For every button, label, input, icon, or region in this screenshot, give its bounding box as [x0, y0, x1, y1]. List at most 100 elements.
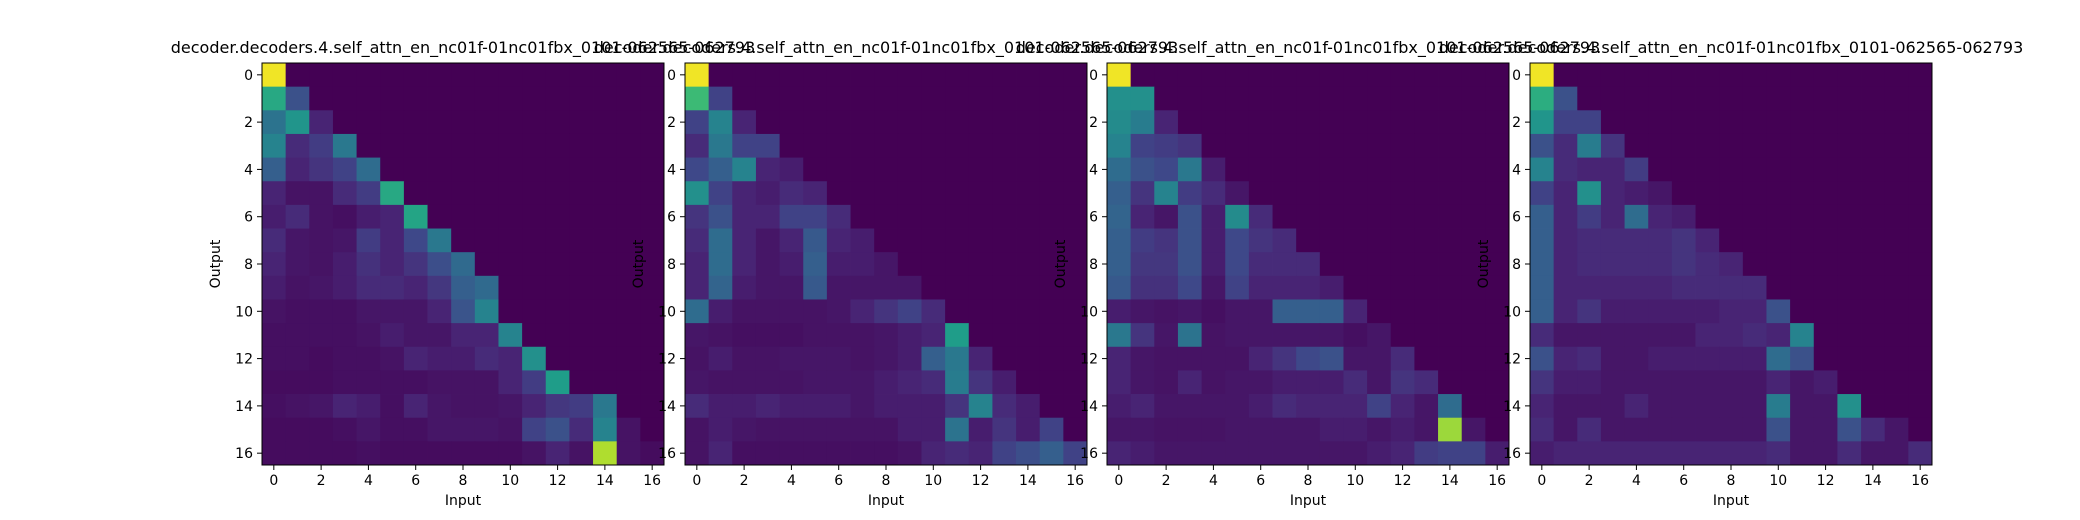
heatmap-cell	[779, 86, 804, 111]
heatmap-cell	[285, 394, 310, 419]
heatmap-cell	[1248, 110, 1273, 135]
heatmap-cell	[921, 252, 946, 277]
heatmap-cell	[451, 86, 476, 111]
heatmap-cell	[897, 346, 922, 371]
heatmap-cell	[803, 204, 828, 229]
heatmap-cell	[1600, 417, 1625, 442]
heatmap-cell	[285, 370, 310, 395]
heatmap-cell	[1671, 323, 1696, 348]
heatmap-cell	[1130, 323, 1155, 348]
heatmap-cell	[755, 181, 780, 206]
heatmap-cell	[1343, 204, 1368, 229]
heatmap-cell	[850, 181, 875, 206]
heatmap-cell	[1438, 86, 1463, 111]
heatmap-cell	[1319, 252, 1344, 277]
heatmap-cell	[616, 110, 641, 135]
heatmap-cell	[1577, 417, 1602, 442]
heatmap-cell	[1671, 299, 1696, 324]
heatmap-cell	[1414, 86, 1439, 111]
heatmap-cell	[1884, 323, 1909, 348]
heatmap-cell	[992, 275, 1017, 300]
heatmap-cell	[708, 346, 733, 371]
y-tick-label: 2	[1512, 115, 1521, 131]
heatmap-cell	[640, 417, 665, 442]
heatmap-cell	[1742, 86, 1767, 111]
heatmap-cell	[522, 63, 547, 88]
heatmap-cell	[755, 63, 780, 88]
heatmap-cell	[1390, 181, 1415, 206]
heatmap-cell	[826, 323, 851, 348]
heatmap-cell	[1766, 86, 1791, 111]
heatmap-cell	[1719, 370, 1744, 395]
heatmap-cell	[1248, 323, 1273, 348]
heatmap-cell	[309, 204, 334, 229]
heatmap-cell	[1063, 370, 1088, 395]
heatmap-cell	[850, 417, 875, 442]
heatmap-cell	[1063, 441, 1088, 466]
heatmap-cell	[897, 228, 922, 253]
heatmap-cell	[1671, 157, 1696, 182]
y-axis-label: Output	[631, 239, 647, 288]
x-tick-label: 4	[364, 473, 373, 489]
heatmap-cell	[474, 370, 499, 395]
heatmap-cell	[498, 394, 523, 419]
heatmap-cell	[945, 252, 970, 277]
heatmap-cell	[1201, 394, 1226, 419]
heatmap-cell	[1695, 252, 1720, 277]
heatmap-cell	[474, 275, 499, 300]
heatmap-cell	[685, 181, 710, 206]
heatmap-cell	[708, 204, 733, 229]
heatmap-cell	[874, 63, 899, 88]
heatmap-cell	[474, 133, 499, 158]
heatmap-cell	[1600, 441, 1625, 466]
heatmap-cell	[1908, 299, 1933, 324]
heatmap-cell	[262, 394, 287, 419]
heatmap-cell	[803, 63, 828, 88]
heatmap-cell	[1367, 323, 1392, 348]
x-axis-label: Input	[1713, 493, 1750, 509]
heatmap-cell	[309, 346, 334, 371]
heatmap-cell	[1530, 181, 1555, 206]
heatmap-cell	[945, 394, 970, 419]
heatmap-cell	[522, 157, 547, 182]
heatmap-cell	[309, 323, 334, 348]
heatmap-cell	[545, 394, 570, 419]
heatmap-cell	[1790, 275, 1815, 300]
heatmap-cell	[640, 346, 665, 371]
heatmap-cell	[1177, 323, 1202, 348]
heatmap-cell	[1414, 133, 1439, 158]
heatmap-cell	[640, 157, 665, 182]
heatmap-cell	[1884, 86, 1909, 111]
heatmap-cell	[403, 252, 428, 277]
heatmap-cell	[427, 157, 452, 182]
heatmap-cell	[1766, 299, 1791, 324]
heatmap-cell	[992, 323, 1017, 348]
heatmap-cell	[1039, 394, 1064, 419]
heatmap-cell	[1908, 110, 1933, 135]
heatmap-cell	[1296, 299, 1321, 324]
heatmap-cell	[545, 275, 570, 300]
heatmap-cell	[1154, 181, 1179, 206]
heatmap-cell	[1039, 299, 1064, 324]
heatmap-cell	[732, 110, 757, 135]
heatmap-cell	[1343, 181, 1368, 206]
heatmap-cell	[1154, 394, 1179, 419]
heatmap-cell	[285, 323, 310, 348]
heatmap-cell	[1343, 275, 1368, 300]
heatmap-cell	[1600, 63, 1625, 88]
heatmap-cell	[356, 86, 381, 111]
heatmap-cell	[569, 299, 594, 324]
heatmap-cell	[1908, 228, 1933, 253]
x-tick-label: 16	[643, 473, 661, 489]
heatmap-cell	[1438, 228, 1463, 253]
x-tick-label: 2	[740, 473, 749, 489]
heatmap-cell	[874, 299, 899, 324]
heatmap-cell	[1813, 110, 1838, 135]
heatmap-cell	[498, 441, 523, 466]
x-axis-label: Input	[445, 493, 482, 509]
heatmap-cell	[1790, 394, 1815, 419]
heatmap-cell	[1530, 228, 1555, 253]
heatmap-cell	[779, 346, 804, 371]
heatmap-cell	[1016, 181, 1041, 206]
heatmap-cell	[640, 394, 665, 419]
